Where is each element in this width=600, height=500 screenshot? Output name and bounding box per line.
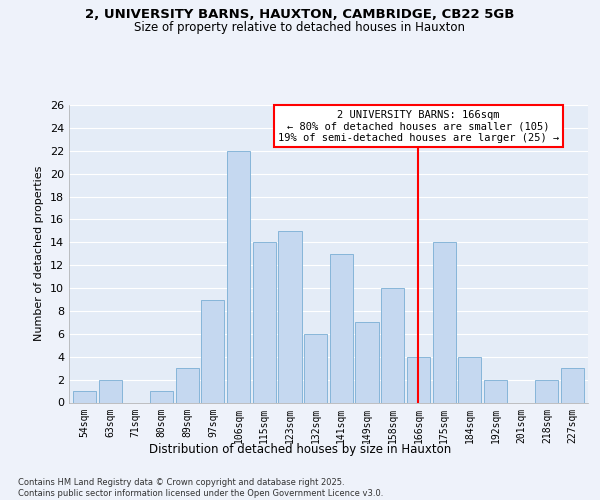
Bar <box>253 242 276 402</box>
Bar <box>330 254 353 402</box>
Y-axis label: Number of detached properties: Number of detached properties <box>34 166 44 342</box>
Bar <box>458 356 481 403</box>
Text: Size of property relative to detached houses in Hauxton: Size of property relative to detached ho… <box>134 21 466 34</box>
Bar <box>561 368 584 402</box>
Bar <box>484 380 507 402</box>
Bar <box>535 380 559 402</box>
Bar <box>227 151 250 403</box>
Bar <box>433 242 455 402</box>
Bar <box>98 380 122 402</box>
Bar <box>278 231 302 402</box>
Bar <box>202 300 224 403</box>
Text: 2, UNIVERSITY BARNS, HAUXTON, CAMBRIDGE, CB22 5GB: 2, UNIVERSITY BARNS, HAUXTON, CAMBRIDGE,… <box>85 8 515 20</box>
Bar <box>407 356 430 403</box>
Text: Contains HM Land Registry data © Crown copyright and database right 2025.
Contai: Contains HM Land Registry data © Crown c… <box>18 478 383 498</box>
Text: 2 UNIVERSITY BARNS: 166sqm
← 80% of detached houses are smaller (105)
19% of sem: 2 UNIVERSITY BARNS: 166sqm ← 80% of deta… <box>278 110 559 143</box>
Bar <box>355 322 379 402</box>
Bar <box>150 391 173 402</box>
Bar <box>304 334 327 402</box>
Bar <box>176 368 199 402</box>
Bar <box>381 288 404 403</box>
Bar <box>73 391 96 402</box>
Text: Distribution of detached houses by size in Hauxton: Distribution of detached houses by size … <box>149 442 451 456</box>
